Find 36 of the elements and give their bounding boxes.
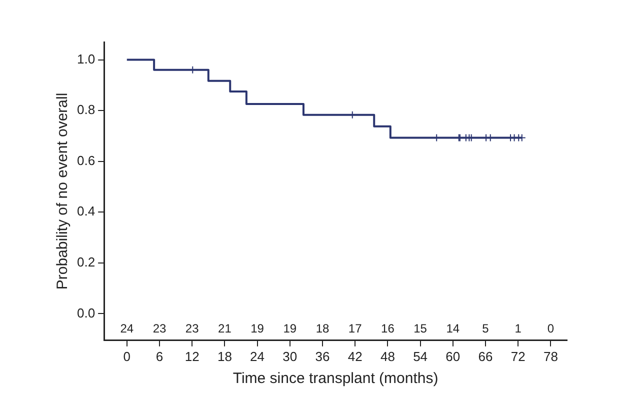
x-tick-label: 48 xyxy=(380,348,395,364)
x-tick-label: 60 xyxy=(446,348,460,364)
x-tick-label: 54 xyxy=(413,348,428,364)
y-tick-label: 0.8 xyxy=(76,102,96,118)
y-tick-label: 1.0 xyxy=(76,51,96,66)
x-tick-label: 24 xyxy=(250,348,265,364)
x-tick-label: 6 xyxy=(156,348,164,364)
x-tick-label: 36 xyxy=(315,348,330,364)
y-tick-label: 0.0 xyxy=(76,305,96,320)
annotation: 18 xyxy=(316,322,330,336)
x-tick-label: 30 xyxy=(282,348,298,364)
x-tick-label: 42 xyxy=(348,348,362,364)
annotation: 15 xyxy=(414,322,428,336)
y-axis-title: Probability of no event overall xyxy=(54,92,72,290)
annotation: 17 xyxy=(348,322,362,336)
annotation: 23 xyxy=(185,322,200,336)
annotation: 1 xyxy=(514,322,522,336)
annotation: 0 xyxy=(547,322,554,336)
annotation: 5 xyxy=(482,322,490,336)
y-tick-label: 0.6 xyxy=(76,152,96,168)
annotation: 16 xyxy=(381,322,395,336)
x-tick-label: 12 xyxy=(184,348,200,364)
x-tick-label: 72 xyxy=(510,348,526,364)
annotation: 19 xyxy=(250,322,264,336)
annotation: 24 xyxy=(120,322,134,336)
annotation: 23 xyxy=(152,322,166,336)
y-tick-label: 0.2 xyxy=(76,254,96,270)
annotation: 21 xyxy=(218,322,232,336)
annotation: 19 xyxy=(283,322,297,336)
y-tick-label: 0.4 xyxy=(76,204,96,219)
x-axis-title: Time since transplant (months) xyxy=(232,370,438,388)
x-tick-label: 0 xyxy=(123,348,131,364)
x-tick-label: 18 xyxy=(217,348,232,364)
x-tick-label: 78 xyxy=(543,348,558,364)
x-tick-label: 66 xyxy=(478,348,493,364)
annotation: 14 xyxy=(446,322,460,336)
